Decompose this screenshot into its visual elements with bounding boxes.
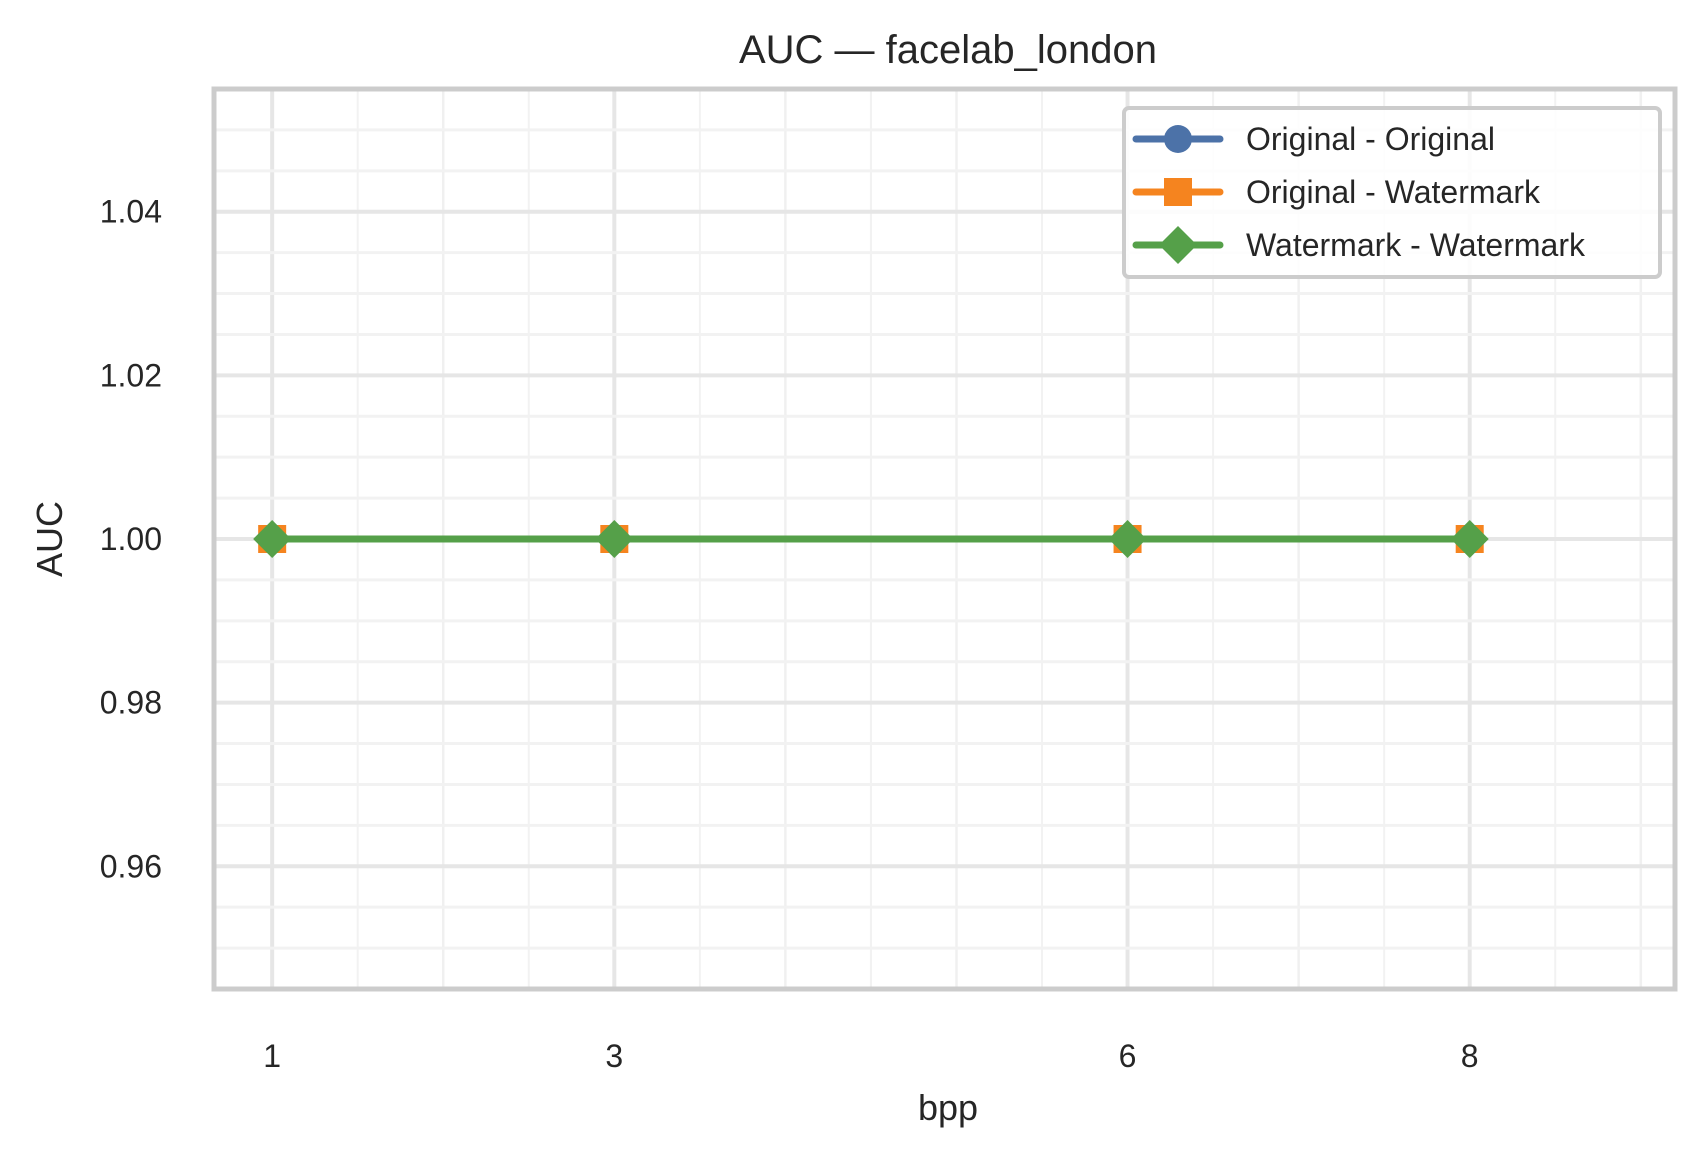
- legend-box: [1122, 106, 1662, 279]
- x-tick-label: 1: [263, 1038, 281, 1074]
- legend-marker: [1159, 226, 1197, 264]
- x-tick-label: 8: [1461, 1038, 1479, 1074]
- legend-marker: [1164, 178, 1192, 206]
- data-point: [1108, 520, 1147, 558]
- data-point: [1450, 520, 1489, 558]
- legend-label: Watermark - Watermark: [1246, 227, 1586, 263]
- plot-frame: [211, 86, 1678, 992]
- x-tick-label: 3: [605, 1038, 623, 1074]
- y-tick-label: 0.98: [100, 685, 162, 721]
- y-axis-ticks: 0.96 0.98 1.00 1.02 1.04: [100, 194, 162, 885]
- legend: Original - Original Original - Watermark W…: [1122, 106, 1662, 279]
- y-tick-label: 0.96: [100, 848, 162, 884]
- y-axis-label: AUC: [29, 501, 70, 577]
- data-point: [595, 520, 634, 558]
- data-point: [253, 520, 292, 558]
- y-tick-label: 1.02: [100, 357, 162, 393]
- x-axis-ticks: 1 3 6 8: [263, 1038, 1478, 1074]
- chart-title: AUC — facelab_london: [739, 28, 1157, 72]
- y-tick-label: 1.04: [100, 194, 162, 230]
- series-3: [253, 520, 1489, 558]
- legend-entry-2: Original - Watermark: [1132, 174, 1541, 210]
- legend-entry-1: Original - Original: [1132, 121, 1495, 157]
- legend-marker: [1164, 125, 1192, 153]
- y-tick-label: 1.00: [100, 521, 162, 557]
- legend-entry-3: Watermark - Watermark: [1132, 226, 1586, 264]
- legend-label: Original - Watermark: [1246, 174, 1541, 210]
- series-layer: [253, 520, 1489, 558]
- x-axis-label: bpp: [918, 1087, 978, 1128]
- x-tick-label: 6: [1119, 1038, 1137, 1074]
- legend-label: Original - Original: [1246, 121, 1495, 157]
